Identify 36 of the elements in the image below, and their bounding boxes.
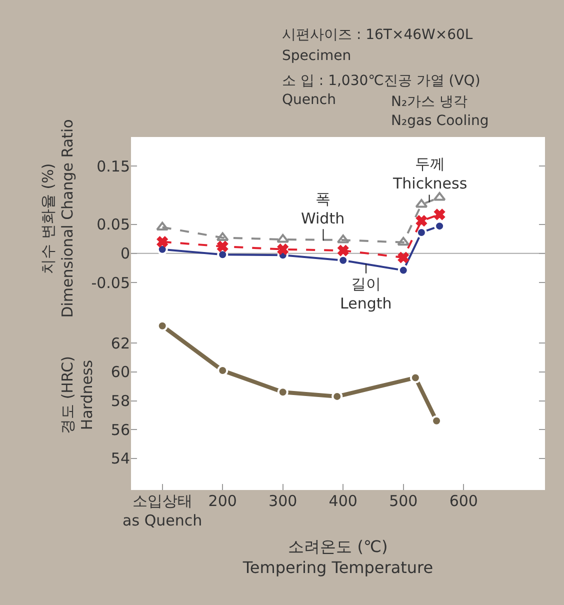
y-tick-label: 0 [120, 244, 130, 263]
x-tick-label: 200 [208, 492, 237, 510]
point [217, 240, 228, 252]
y-tick-label: 62 [110, 334, 130, 352]
y-tick-label: 54 [110, 450, 130, 468]
y-axis-title: 치수 변화율 (%) Dimensional Change Ratio [38, 119, 76, 318]
x-tick-label: 600 [449, 492, 478, 510]
y-tick-label: 58 [110, 392, 130, 410]
point [338, 244, 349, 256]
x-tick-label: 400 [328, 492, 358, 510]
point [397, 236, 410, 246]
text: Quench [282, 92, 336, 108]
y-tick-label: -0.05 [91, 274, 130, 292]
y-tick-label: 56 [110, 420, 130, 439]
text: Specimen [282, 48, 352, 64]
text: N₂gas Cooling [391, 113, 489, 129]
y-axis-title: 경도 (HRC) Hardness [58, 356, 96, 434]
point [276, 234, 290, 243]
x-tick-label: 소입상태 as Quench [122, 492, 202, 530]
point [416, 215, 428, 226]
x-tick-label: 500 [389, 492, 418, 510]
x-axis-title: 소려온도 (℃) Tempering Temperature [242, 537, 434, 577]
text: 소 입 : 1,030℃진공 가열 (VQ) [282, 73, 480, 89]
y-tick-label: 0.15 [96, 157, 130, 176]
point [434, 208, 446, 220]
text: N₂가스 냉각 [391, 94, 468, 110]
annotation: 두께 Thickness [392, 155, 468, 192]
point [398, 252, 409, 264]
x-tick-label: 300 [268, 492, 298, 510]
y-tick-label: 0.05 [96, 216, 130, 234]
y-tick-label: 60 [110, 363, 130, 382]
annotation: 길이 Length [340, 275, 392, 312]
point [156, 236, 168, 248]
text: 시편사이즈 : 16T×46W×60L [282, 27, 473, 43]
annotation: 폭 Width [301, 190, 345, 228]
point [277, 244, 288, 255]
